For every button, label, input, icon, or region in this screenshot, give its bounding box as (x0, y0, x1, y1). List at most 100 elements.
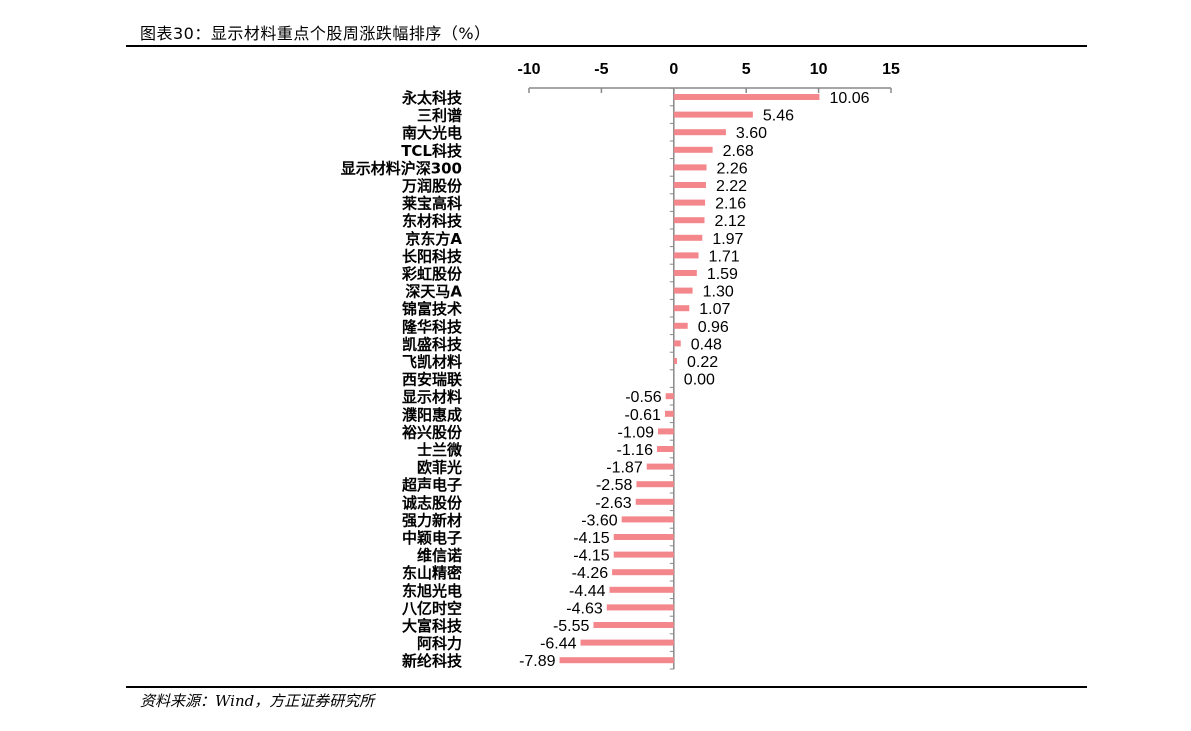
category-label: 锦富技术 (402, 300, 462, 318)
x-tick-label: -10 (517, 61, 540, 78)
data-label: -4.15 (573, 530, 610, 547)
category-label: 京东方A (405, 230, 462, 248)
category-label: 南大光电 (402, 124, 462, 142)
x-tick-label: 0 (669, 61, 678, 78)
category-labels: 永太科技三利谱南大光电TCL科技显示材料沪深300万润股份莱宝高科东材科技京东方… (341, 89, 463, 670)
bar (673, 305, 690, 312)
category-label: 濮阳惠成 (402, 406, 462, 424)
data-label: 2.26 (717, 160, 748, 177)
bar (673, 270, 697, 276)
data-label: -4.26 (572, 565, 609, 582)
bar (658, 428, 674, 435)
bar (646, 463, 674, 470)
bar (613, 551, 674, 558)
category-label: 东材科技 (402, 212, 463, 230)
bar (673, 322, 688, 329)
bar (664, 410, 674, 417)
category-label: 维信诺 (417, 547, 462, 565)
category-label: 显示材料沪深300 (341, 159, 462, 177)
data-label: 1.97 (712, 231, 743, 248)
bar (673, 252, 699, 259)
data-label: 2.12 (714, 213, 745, 230)
category-label: 西安瑞联 (402, 371, 463, 389)
category-label: 隆华科技 (402, 318, 463, 336)
data-label: 0.00 (684, 372, 715, 389)
x-tick-label: 10 (810, 61, 828, 78)
data-label: -6.44 (540, 636, 577, 653)
data-label: 1.71 (709, 248, 740, 265)
bar (621, 516, 674, 523)
category-label: 欧菲光 (417, 459, 462, 477)
category-label: TCL科技 (401, 142, 463, 160)
x-tick-label: 15 (882, 61, 900, 78)
bar (673, 94, 820, 100)
category-label: 八亿时空 (401, 599, 462, 617)
bar (673, 234, 703, 241)
bar (606, 604, 674, 611)
category-label: 士兰微 (417, 441, 463, 459)
category-label: 大富科技 (402, 617, 463, 635)
bar (673, 129, 726, 136)
bar (609, 586, 674, 593)
bar (673, 340, 681, 347)
data-label: -2.58 (596, 477, 633, 494)
data-label: 1.07 (699, 301, 730, 318)
data-label: -7.89 (519, 653, 556, 670)
category-label: 凯盛科技 (402, 335, 463, 353)
bar (673, 287, 693, 294)
data-label: 0.22 (687, 354, 718, 371)
data-label: -0.56 (625, 389, 662, 406)
bar (559, 657, 674, 664)
bar (673, 182, 706, 188)
category-label: 东山精密 (402, 564, 462, 582)
data-label: 1.59 (707, 266, 738, 283)
category-label: 强力新材 (402, 511, 462, 529)
bottom-rule (126, 686, 1087, 688)
bar (673, 217, 705, 224)
category-label: 彩虹股份 (401, 265, 463, 283)
source-note: 资料来源：Wind，方正证券研究所 (140, 692, 375, 710)
data-label: 3.60 (736, 125, 767, 142)
bar (635, 498, 674, 505)
data-label: 10.06 (829, 90, 869, 107)
category-label: 长阳科技 (402, 247, 463, 265)
bar (673, 164, 707, 171)
top-rule (126, 45, 1087, 47)
bar (636, 481, 674, 488)
data-label: -1.87 (606, 460, 643, 477)
bar (673, 199, 706, 206)
x-tick-label: -5 (594, 61, 608, 78)
data-label: 0.96 (698, 319, 729, 336)
category-label: 阿科力 (417, 635, 462, 653)
category-label: 万润股份 (401, 177, 463, 195)
bar (673, 111, 753, 118)
data-label: 2.22 (716, 178, 747, 195)
data-label: -4.44 (569, 583, 606, 600)
data-label: 2.16 (715, 196, 746, 213)
data-label: -3.60 (581, 512, 618, 529)
bar (665, 393, 674, 400)
bar (673, 146, 713, 153)
data-label: -2.63 (595, 495, 632, 512)
value-labels: 10.06 5.463.602.682.262.222.162.121.971.7… (519, 90, 870, 670)
data-label: -1.09 (618, 424, 655, 441)
category-label: 永太科技 (401, 89, 463, 107)
category-label: 诚志股份 (402, 494, 463, 512)
data-label: -0.61 (624, 407, 661, 424)
data-label: 2.68 (723, 143, 754, 160)
bar (657, 446, 674, 452)
data-label: -5.55 (553, 618, 590, 635)
data-label: 1.30 (703, 284, 734, 301)
category-label: 深天马A (405, 283, 462, 301)
category-label: 显示材料 (402, 388, 462, 406)
bar (673, 358, 677, 364)
data-label: 0.48 (691, 336, 722, 353)
category-label: 中颖电子 (402, 529, 462, 547)
bar (580, 639, 674, 646)
bar (593, 622, 674, 628)
category-label: 莱宝高科 (402, 195, 462, 213)
category-label: 三利谱 (417, 107, 462, 125)
data-label: 5.46 (763, 108, 794, 125)
category-label: 飞凯材料 (402, 353, 462, 371)
